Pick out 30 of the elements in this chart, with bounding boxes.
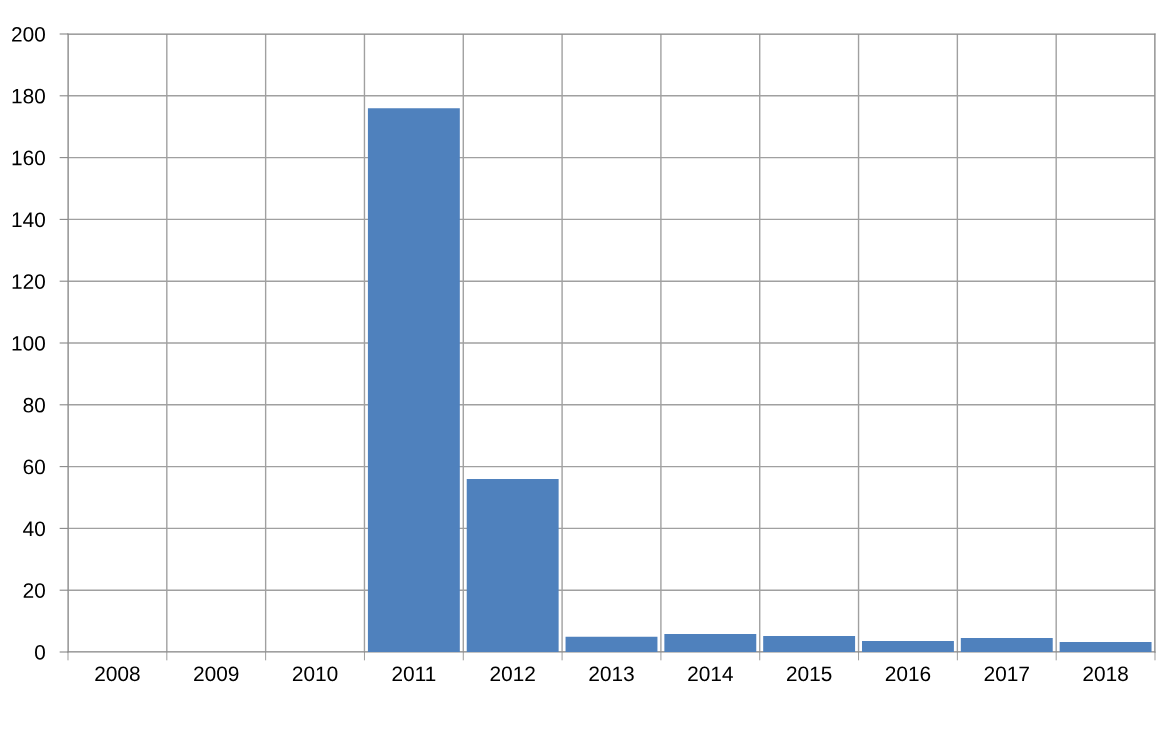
x-tick-label: 2014 (688, 666, 733, 682)
bar (664, 634, 757, 652)
x-tick-label: 2013 (589, 666, 634, 682)
bar (565, 636, 658, 652)
y-tick-label: 0 (35, 645, 45, 660)
x-tick-label: 2018 (1083, 666, 1128, 682)
bar (763, 635, 856, 652)
x-tick-label: 2016 (885, 666, 931, 682)
bar (367, 108, 460, 652)
y-tick-label: 180 (12, 88, 45, 104)
bar (960, 638, 1053, 652)
x-tick-label: 2017 (984, 666, 1029, 682)
y-tick-label: 80 (23, 397, 45, 413)
y-tick-label: 40 (23, 521, 45, 537)
y-tick-label: 160 (12, 150, 45, 166)
x-tick-label: 2008 (95, 666, 140, 682)
y-tick-label: 20 (23, 583, 45, 598)
x-tick-label: 2009 (194, 666, 239, 682)
y-tick-label: 100 (12, 336, 45, 351)
bar (862, 640, 954, 652)
bar (466, 478, 559, 652)
bar (1059, 642, 1152, 652)
y-tick-label: 120 (12, 274, 45, 289)
y-tick-label: 140 (12, 212, 45, 228)
x-tick-label: 2010 (292, 666, 338, 682)
x-tick-label: 2011 (392, 666, 436, 682)
x-tick-label: 2012 (490, 666, 535, 682)
x-tick-label: 2015 (787, 666, 832, 682)
y-tick-label: 60 (23, 459, 45, 475)
y-tick-label: 200 (12, 27, 45, 42)
